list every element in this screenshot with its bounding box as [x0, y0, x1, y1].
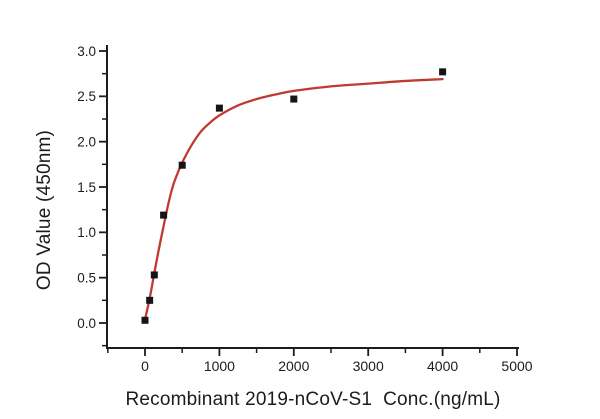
y-tick-label: 1.5	[77, 180, 96, 195]
x-tick-label: 5000	[501, 358, 532, 374]
y-tick-label: 2.0	[77, 134, 96, 149]
x-tick-label: 0	[141, 358, 149, 374]
data-point-marker	[160, 211, 168, 219]
data-point-marker	[146, 296, 154, 304]
x-tick-label: 1000	[204, 358, 235, 374]
x-tick-label: 4000	[427, 358, 458, 374]
y-tick-label: 2.5	[77, 89, 96, 104]
x-tick-label: 2000	[278, 358, 309, 374]
y-tick-label: 0.0	[77, 316, 96, 331]
y-tick-label: 0.5	[77, 270, 96, 285]
data-point-marker	[439, 68, 447, 76]
data-point-marker	[215, 104, 223, 112]
data-point-marker	[290, 95, 298, 103]
y-tick-label: 3.0	[77, 44, 96, 59]
x-tick-label: 3000	[353, 358, 384, 374]
data-point-marker	[178, 161, 186, 169]
y-axis-title: OD Value (450nm)	[34, 129, 55, 291]
data-point-marker	[141, 316, 149, 324]
y-tick-label: 1.0	[77, 225, 96, 240]
data-point-marker	[150, 271, 158, 279]
x-axis-title: Recombinant 2019-nCoV-S1 Conc.(ng/mL)	[125, 389, 501, 410]
fit-curve	[143, 77, 444, 321]
